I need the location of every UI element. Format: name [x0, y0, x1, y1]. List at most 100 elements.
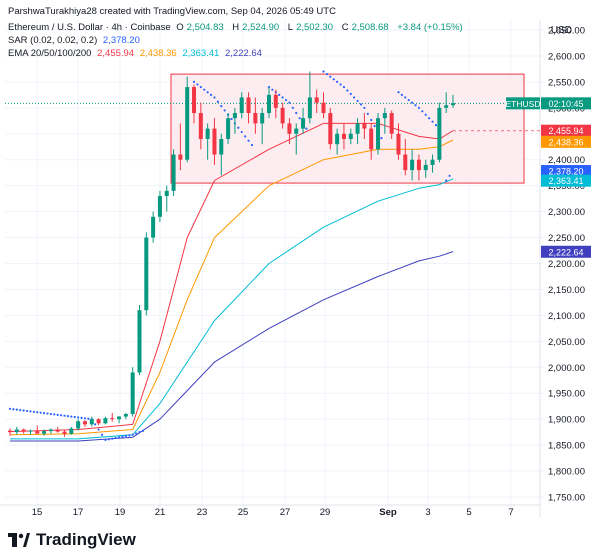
ema100-value: 2,363.41: [182, 48, 220, 59]
sar-dot: [322, 70, 325, 73]
y-tick-label: 2,550.00: [548, 77, 585, 88]
sar-dot: [332, 78, 335, 81]
sar-dot: [196, 83, 199, 86]
sar-dot: [63, 414, 66, 417]
sar-dot: [278, 93, 281, 96]
candle-body: [76, 421, 81, 429]
brand-name: TradingView: [36, 530, 136, 549]
sar-dot: [230, 117, 233, 121]
sar-dot: [407, 98, 410, 102]
sar-dot: [370, 118, 373, 122]
candle-body: [89, 419, 94, 425]
candle-body: [389, 113, 394, 134]
currency-label: USD: [550, 25, 572, 36]
candle-body: [382, 113, 387, 119]
sar-dot: [56, 413, 59, 416]
y-tick-label: 2,600.00: [548, 51, 585, 62]
ema50-value: 2,438.36: [139, 48, 177, 59]
price-tag: [541, 174, 591, 187]
sar-dot: [128, 434, 131, 437]
candle-body: [280, 107, 285, 124]
candle-body: [7, 430, 13, 433]
candle-body: [314, 97, 319, 103]
y-tick-label: 2,650.00: [548, 26, 585, 37]
sar-dot: [60, 414, 63, 417]
sar-dot: [349, 92, 352, 96]
y-tick-label: 2,300.00: [548, 207, 585, 218]
sar-dot: [284, 98, 288, 102]
sar-dot: [291, 106, 294, 109]
sar-dot: [80, 416, 83, 419]
sar-label[interactable]: SAR (0.02, 0.02, 0.2): [8, 35, 98, 46]
sar-dot: [36, 411, 39, 414]
sar-dot: [271, 88, 274, 91]
ema200-value: 2,222.64: [224, 48, 262, 59]
x-tick-label: 27: [280, 507, 291, 518]
sar-dot: [342, 85, 346, 89]
sar-dot: [281, 96, 284, 99]
sar-dot: [46, 412, 49, 415]
candle-body: [171, 154, 176, 191]
y-tick-label: 2,250.00: [548, 233, 585, 244]
symbol-name[interactable]: Ethereum / U.S. Dollar · 4h · Coinbase: [8, 22, 171, 33]
candle-body: [423, 164, 428, 171]
sar-dot: [83, 417, 87, 420]
close-value: C 2,508.68: [341, 22, 389, 33]
candle-body: [62, 431, 67, 434]
price-tag-text: 2,438.36: [548, 137, 583, 147]
candle-body: [69, 428, 74, 434]
sar-dot: [12, 408, 15, 411]
sar-dot: [411, 101, 414, 104]
candle-body: [410, 159, 415, 171]
candle-body: [35, 430, 40, 434]
sar-dot: [223, 109, 226, 112]
sar-dot: [380, 137, 383, 140]
candle-body: [137, 310, 142, 373]
sar-dot: [346, 89, 349, 92]
price-tags: ETHUSD 02:10:452,455.942,438.362,378.202,…: [506, 97, 591, 258]
sar-dot: [216, 100, 219, 103]
sar-dot: [19, 408, 22, 412]
x-tick-label: 5: [466, 507, 471, 518]
sar-dot: [366, 112, 369, 115]
candle-body: [430, 159, 435, 165]
sar-dot: [15, 408, 18, 411]
price-tag-text: 02:10:45: [548, 99, 583, 109]
sar-dot: [414, 104, 417, 107]
ema50-line: [9, 139, 454, 436]
price-tag: [541, 245, 591, 258]
candle-body: [82, 421, 87, 425]
sar-dot: [73, 415, 76, 419]
candle-body: [239, 97, 244, 114]
y-tick-label: 1,900.00: [548, 415, 585, 426]
sar-dot: [141, 429, 144, 432]
sar-dot: [424, 113, 427, 116]
sar-dot: [77, 416, 80, 419]
sar-dot: [134, 432, 138, 435]
candle-body: [185, 87, 190, 160]
x-tick-label: 25: [238, 507, 249, 518]
price-tag-text: 2,455.94: [548, 126, 583, 136]
candle-body: [287, 123, 292, 134]
x-tick-label: 17: [73, 507, 84, 518]
sar-dot: [397, 91, 400, 94]
candle-body: [212, 128, 217, 155]
candle-body: [144, 237, 149, 311]
sar-dot: [203, 88, 206, 91]
candle-body: [42, 431, 47, 434]
change-value: +3.84 (+0.15%): [397, 22, 463, 33]
candle-body: [117, 416, 122, 420]
sar-dot: [247, 139, 250, 142]
y-tick-label: 2,200.00: [548, 259, 585, 270]
ema-label[interactable]: EMA 20/50/100/200: [8, 48, 92, 59]
sar-dot: [192, 80, 196, 83]
sar-dot: [39, 411, 42, 414]
symbol-tag: [506, 97, 540, 110]
y-tick-label: 2,050.00: [548, 337, 585, 348]
sar-dot: [356, 99, 359, 103]
candle-body: [307, 97, 312, 119]
sar-dots: [8, 70, 451, 442]
candle-body: [205, 128, 210, 139]
candle-body: [123, 413, 128, 417]
